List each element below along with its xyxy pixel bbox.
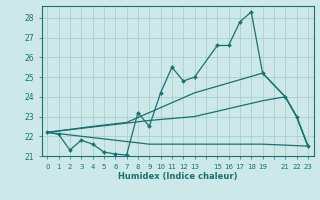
X-axis label: Humidex (Indice chaleur): Humidex (Indice chaleur): [118, 172, 237, 181]
